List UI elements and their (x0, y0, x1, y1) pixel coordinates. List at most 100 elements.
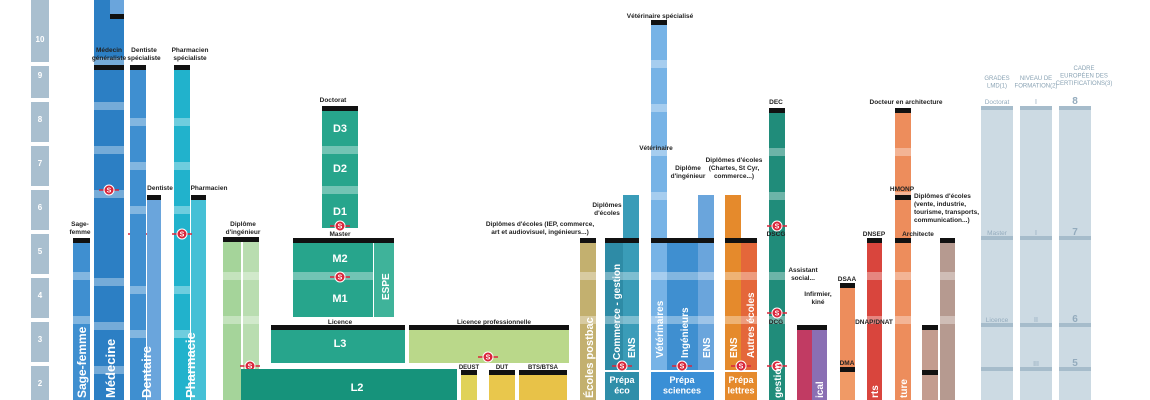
level-separator (73, 238, 90, 243)
level-band (174, 286, 190, 294)
level-separator (940, 238, 955, 243)
level-band (769, 148, 785, 156)
medecine-top-segment (110, 0, 124, 14)
level-band (895, 148, 911, 156)
level-band (725, 272, 757, 280)
s-marker-label: S (180, 232, 185, 239)
label-veterinaire-specialise: Vétérinaire spécialisé (627, 13, 694, 20)
vertical-ens-2: ENS (702, 337, 713, 358)
vertical-autres-ecoles: Autres écoles (746, 292, 757, 358)
block-espe: ESPE (381, 273, 392, 300)
vertical-medecine: Médecine (103, 339, 118, 398)
level-band (174, 330, 190, 338)
pharmacie-side-column (191, 198, 206, 400)
block-m2: M2 (332, 253, 347, 265)
commerce-gestion-column (605, 241, 625, 370)
level-axis-number: 2 (38, 379, 43, 388)
level-separator (840, 367, 855, 372)
level-band (651, 104, 667, 112)
level-band (94, 322, 124, 330)
level-band (605, 316, 639, 324)
s-marker-dscg (771, 307, 783, 319)
level-separator (223, 237, 259, 242)
s-marker-label: S (680, 364, 685, 371)
level-band (651, 192, 667, 200)
vertical-pharmacie: Pharmacie (183, 332, 198, 398)
vertical-gestion: gestion (773, 362, 784, 398)
level-band (940, 272, 955, 280)
panel-cadre-7: 7 (1072, 227, 1078, 238)
dut-column (489, 373, 515, 400)
s-marker-master (334, 271, 346, 283)
level-band (651, 148, 667, 156)
s-marker-label: S (620, 364, 625, 371)
bts-column (519, 373, 567, 400)
level-separator (147, 195, 161, 200)
level-separator (605, 238, 639, 243)
block-l2: L2 (351, 382, 364, 394)
level-axis-number: 3 (38, 335, 43, 344)
level-axis-gap (31, 274, 49, 278)
level-separator (271, 325, 405, 330)
panel-master: Master (987, 230, 1008, 237)
level-band (580, 316, 596, 324)
vertical-dentaire: Dentaire (139, 346, 154, 398)
level-band (94, 58, 124, 66)
espe-column (374, 243, 394, 317)
label-dentiste: Dentiste (147, 185, 173, 192)
level-axis-number: 7 (38, 159, 43, 168)
level-band (174, 206, 190, 214)
level-separator (409, 325, 569, 330)
level-band (322, 146, 358, 154)
level-band (651, 316, 667, 324)
level-band (667, 316, 714, 324)
panel-header-cadre: CADRE EUROPÉEN DES CERTIFICATIONS(3) (1056, 66, 1113, 87)
label-diplomes-ecoles: Diplômes d'écoles (592, 202, 622, 217)
s-marker-dec (771, 220, 783, 232)
block-l3: L3 (334, 338, 347, 350)
s-marker-label: S (775, 224, 780, 231)
ecoles-vente-column-b (940, 243, 955, 400)
label-pharmacien: Pharmacien (191, 185, 228, 192)
s-marker-label: S (107, 188, 112, 195)
prepa-sciences (651, 372, 714, 400)
level-band (580, 272, 596, 280)
level-separator (461, 370, 477, 375)
label-medecin-generaliste: Médecin généraliste (92, 47, 127, 62)
s-marker-dcg (771, 360, 783, 372)
label-architecte: Architecte (902, 231, 934, 238)
level-separator (895, 238, 911, 243)
s-marker-licence-pro (482, 351, 494, 363)
level-band (895, 272, 911, 280)
architecture-column (895, 112, 911, 400)
label-dsaa: DSAA (838, 276, 857, 283)
label-deust: DEUST (459, 365, 480, 371)
panel-row-line (1059, 323, 1091, 327)
level-band (769, 192, 785, 200)
panel-column-2 (1020, 108, 1052, 400)
level-separator (489, 370, 515, 375)
level-separator (922, 370, 938, 375)
level-separator (94, 65, 124, 70)
level-axis-number: 5 (38, 247, 43, 256)
s-marker-doctorat (334, 220, 346, 232)
panel-niveau-bottom: III (1033, 361, 1039, 368)
level-band (130, 206, 146, 214)
panel-niveau-master: I (1035, 230, 1037, 237)
label-bts: BTS/BTSA (528, 365, 559, 371)
prepa-lettres-label: Prépa lettres (727, 375, 754, 396)
level-separator (191, 195, 206, 200)
block-d2: D2 (333, 163, 347, 175)
level-separator (110, 14, 124, 19)
level-separator (580, 238, 596, 243)
dentaire-side-column (147, 198, 161, 400)
vertical-ingenieurs: Ingénieurs (680, 307, 691, 358)
level-separator (130, 65, 146, 70)
ecoles-postbac-column (580, 242, 596, 400)
label-diplome-ingenieur: Diplôme d'ingénieur (226, 221, 261, 236)
level-band (223, 316, 259, 324)
level-separator (840, 283, 855, 288)
level-axis-number: 4 (38, 291, 43, 300)
level-band (130, 118, 146, 126)
level-separator (895, 195, 911, 200)
